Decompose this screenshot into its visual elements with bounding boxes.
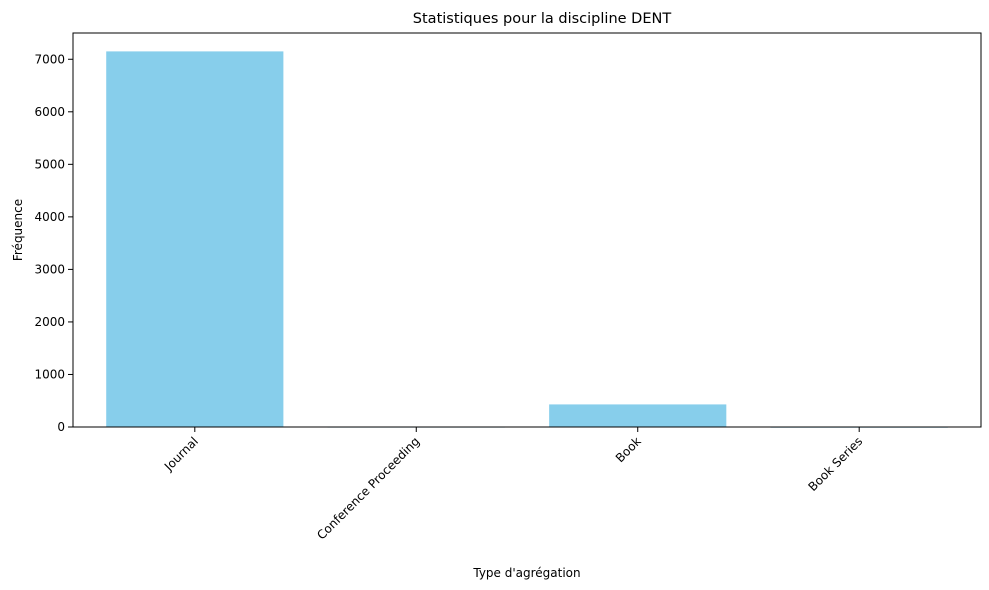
x-axis-label: Type d'agrégation bbox=[472, 566, 580, 580]
x-tick-label: Book bbox=[613, 434, 644, 465]
x-axis: Journal Conference Proceeding Book Book Ser… bbox=[161, 427, 865, 542]
y-tick-label: 1000 bbox=[34, 367, 65, 381]
y-axis: 0 1000 2000 3000 4000 5000 6000 7000 bbox=[34, 52, 73, 434]
y-axis-label: Fréquence bbox=[11, 199, 25, 261]
y-tick-label: 4000 bbox=[34, 210, 65, 224]
bar bbox=[106, 51, 284, 428]
x-tick-label: Conference Proceeding bbox=[314, 434, 422, 542]
chart-title: Statistiques pour la discipline DENT bbox=[413, 11, 672, 27]
y-tick-label: 5000 bbox=[34, 157, 65, 171]
y-tick-label: 7000 bbox=[34, 52, 65, 66]
plot-frame bbox=[72, 32, 982, 428]
bars-group bbox=[106, 51, 948, 428]
x-tick-label: Book Series bbox=[805, 434, 865, 494]
y-tick-label: 0 bbox=[57, 420, 65, 434]
bar bbox=[549, 404, 727, 427]
y-tick-label: 3000 bbox=[34, 262, 65, 276]
x-tick-label: Journal bbox=[161, 434, 201, 474]
y-tick-label: 2000 bbox=[34, 315, 65, 329]
y-tick-label: 6000 bbox=[34, 105, 65, 119]
